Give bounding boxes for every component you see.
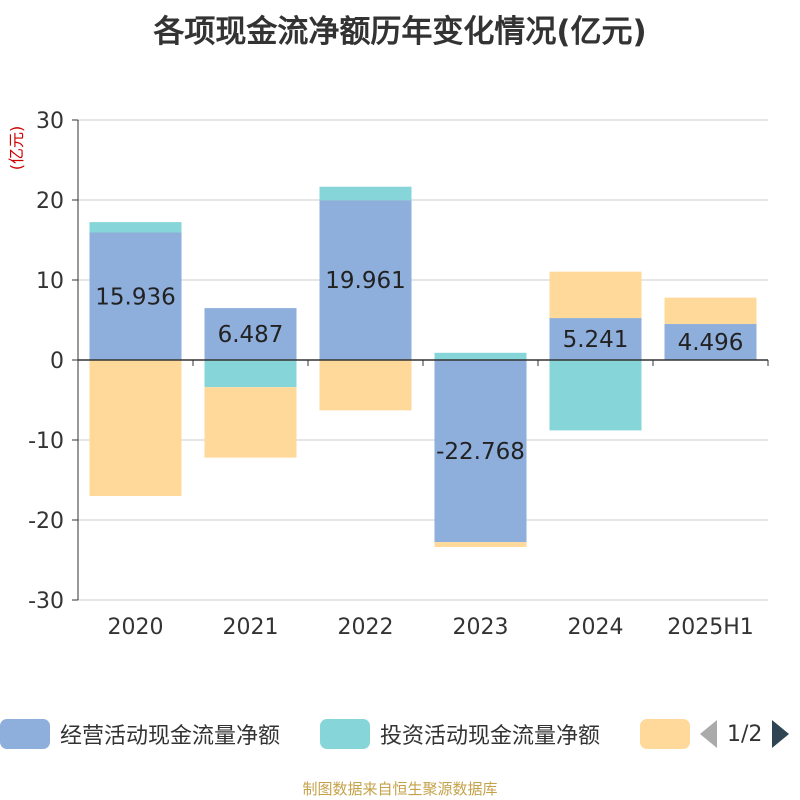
x-tick-label: 2022 [338, 615, 394, 640]
chart-title: 各项现金流净额历年变化情况(亿元) [153, 14, 647, 50]
bar-series0-2023 [434, 360, 527, 543]
cash-flow-chart: 30 20 10 0 -10 -20 -30 (亿元) 15.936 6.487 19.961 -22… [7, 109, 769, 640]
legend-label-operating: 经营活动现金流量净额 [60, 724, 281, 749]
legend-swatch-investing [320, 719, 370, 749]
legend-item-operating[interactable]: 经营活动现金流量净额 [0, 716, 280, 752]
bar-series1-2021 [204, 360, 297, 388]
bar-series2-2020 [89, 360, 182, 496]
bar-series2-2023 [434, 542, 527, 547]
y-tick-label: 20 [36, 189, 64, 214]
data-source-note: 制图数据来自恒生聚源数据库 [302, 780, 498, 798]
data-label-2024: 5.241 [563, 327, 629, 353]
legend-item-third[interactable] [640, 716, 700, 752]
x-tick-label: 2025H1 [667, 615, 754, 640]
bar-series1-2020 [89, 222, 182, 233]
bar-series0-2024 [549, 318, 642, 360]
x-tick-label: 2020 [108, 615, 164, 640]
y-tick-label: -20 [28, 509, 64, 534]
y-tick-label: 0 [50, 349, 64, 374]
bar-series1-2023 [434, 352, 527, 360]
data-label-2021: 6.487 [218, 322, 284, 348]
legend-page-indicator: 1/2 [727, 721, 763, 747]
legend-label-investing: 投资活动现金流量净额 [380, 724, 601, 749]
y-tick-label: 10 [36, 269, 64, 294]
legend-item-investing[interactable]: 投资活动现金流量净额 [320, 716, 600, 752]
bar-series2-2024 [549, 271, 642, 319]
legend-pager: 1/2 [700, 716, 790, 752]
bar-series2-2021 [204, 387, 297, 458]
y-tick-label: -10 [28, 429, 64, 454]
legend-swatch-operating [0, 719, 50, 749]
bar-series2-2022 [319, 360, 412, 411]
data-label-2022: 19.961 [325, 268, 405, 294]
data-label-2025H1: 4.496 [678, 330, 744, 356]
legend-prev-arrow-icon[interactable] [700, 720, 717, 748]
bar-series2-2025H1 [664, 297, 757, 325]
y-tick-label: -30 [28, 589, 64, 614]
legend-swatch-third [640, 719, 690, 749]
bar-series0-2022 [319, 200, 412, 360]
y-unit-label: (亿元) [7, 126, 26, 171]
y-tick-label: 30 [36, 109, 64, 134]
legend: 经营活动现金流量净额 投资活动现金流量净额 [0, 716, 800, 756]
x-tick-label: 2021 [223, 615, 279, 640]
x-tick-label: 2023 [453, 615, 509, 640]
bar-series1-2024 [549, 360, 642, 431]
bar-series0-2021 [204, 308, 297, 360]
data-label-2023: -22.768 [436, 439, 525, 465]
data-label-2020: 15.936 [95, 284, 175, 310]
legend-next-arrow-icon[interactable] [772, 720, 790, 748]
x-tick-label: 2024 [568, 615, 624, 640]
bar-series0-2020 [89, 232, 182, 360]
bar-series1-2022 [319, 186, 412, 201]
bar-series0-2025H1 [664, 324, 757, 360]
